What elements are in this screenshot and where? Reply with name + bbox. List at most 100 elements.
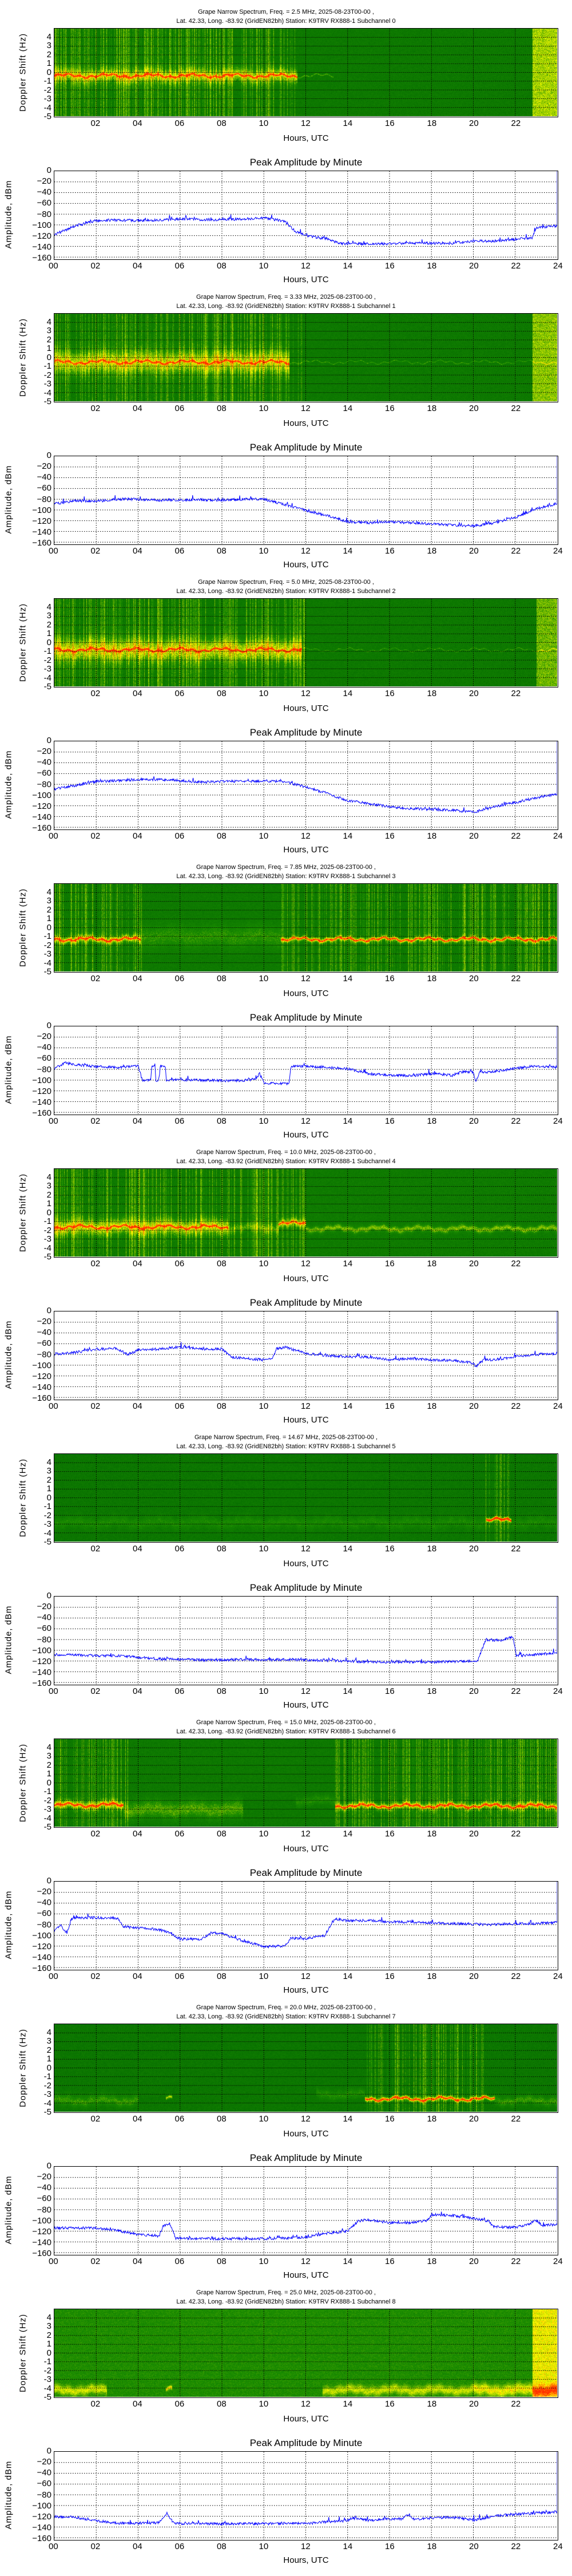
spectrogram-y-label: Doppler Shift (Hz) xyxy=(18,1173,28,1253)
spectrogram-y-tick: 4 xyxy=(46,317,51,327)
spectrogram-grid xyxy=(54,1169,557,1257)
spectrogram-y-tick: -5 xyxy=(43,1537,51,1547)
panel-section: Grape Narrow Spectrum, Freq. = 10.0 MHz,… xyxy=(0,1140,572,1425)
amplitude-y-tick: −40 xyxy=(37,757,51,768)
amplitude-y-tick: −60 xyxy=(37,483,51,493)
spectrogram-y-tick: 4 xyxy=(46,1457,51,1467)
spectrogram-x-tick: 22 xyxy=(511,1829,521,1839)
amplitude-x-tick: 06 xyxy=(174,261,185,271)
spectrogram-y-tick: 1 xyxy=(46,343,51,353)
amplitude-x-tick: 02 xyxy=(90,1971,101,1981)
spectrogram-y-tick: 0 xyxy=(46,352,51,362)
amplitude-x-tick: 16 xyxy=(385,2257,395,2266)
spectrogram-y-tick: -3 xyxy=(43,2089,51,2099)
spectrogram-x-tick: 20 xyxy=(469,1544,479,1554)
spectrogram-x-tick: 14 xyxy=(343,1829,353,1839)
spectrogram-y-label: Doppler Shift (Hz) xyxy=(18,2313,28,2393)
spectrogram-x-tick: 20 xyxy=(469,118,479,128)
spectrogram-y-tick: 0 xyxy=(46,2348,51,2358)
spectrogram-y-label: Doppler Shift (Hz) xyxy=(18,318,28,397)
spectrogram-y-tick: -3 xyxy=(43,949,51,959)
amplitude-x-tick: 08 xyxy=(217,831,227,841)
spectrogram-y-tick: 4 xyxy=(46,887,51,897)
amplitude-x-tick: 16 xyxy=(385,1971,395,1981)
spectrogram-y-tick: -1 xyxy=(43,76,51,86)
amplitude-y-tick: −120 xyxy=(32,1371,51,1381)
spectrogram-x-tick: 06 xyxy=(174,1259,185,1269)
amplitude-x-tick: 22 xyxy=(511,1686,521,1696)
spectrogram-y-tick: 0 xyxy=(46,1777,51,1788)
spectrogram-y-tick: -4 xyxy=(43,388,51,398)
amplitude-x-tick: 12 xyxy=(301,831,311,841)
amplitude-y-tick: −20 xyxy=(37,2172,51,2182)
spectrogram-y-tick: -2 xyxy=(43,2365,51,2376)
amplitude-y-tick: −140 xyxy=(32,2522,51,2532)
spectrogram-y-tick: 2 xyxy=(46,2045,51,2055)
amplitude-y-tick: −80 xyxy=(37,1349,51,1360)
amplitude-x-tick: 24 xyxy=(553,261,563,271)
amplitude-y-tick: 0 xyxy=(46,1306,51,1315)
amplitude-y-tick: −140 xyxy=(32,1382,51,1392)
spectrogram-y-label: Doppler Shift (Hz) xyxy=(18,1743,28,1823)
amplitude-x-tick: 08 xyxy=(217,2257,227,2266)
spectrogram-x-tick: 14 xyxy=(343,2399,353,2409)
amplitude-y-tick: −140 xyxy=(32,1952,51,1962)
spectrogram-x-tick: 02 xyxy=(90,974,101,983)
spectrogram-x-tick: 16 xyxy=(385,2399,395,2409)
spectrum-title-line-2: Lat. 42.33, Long. -83.92 (GridEN82bh) St… xyxy=(176,588,396,595)
amplitude-plot xyxy=(54,1597,557,1684)
amplitude-y-tick: −20 xyxy=(37,1602,51,1612)
amplitude-y-tick: −20 xyxy=(37,1317,51,1327)
spectrogram-y-tick: -4 xyxy=(43,102,51,113)
amplitude-x-tick: 12 xyxy=(301,2542,311,2551)
amplitude-y-tick: 0 xyxy=(46,736,51,745)
spectrogram-x-tick: 04 xyxy=(133,118,142,128)
amplitude-y-tick: −40 xyxy=(37,1042,51,1053)
spectrogram-y-tick: -1 xyxy=(43,2357,51,2366)
amplitude-x-tick: 00 xyxy=(49,261,58,271)
amplitude-x-tick: 14 xyxy=(343,831,353,841)
spectrogram-y-label: Doppler Shift (Hz) xyxy=(18,603,28,682)
amplitude-x-tick: 24 xyxy=(553,1401,563,1411)
amplitude-x-tick: 20 xyxy=(469,831,479,841)
amplitude-y-tick: −60 xyxy=(37,2479,51,2489)
amplitude-axes xyxy=(54,741,558,830)
panel-section: Grape Narrow Spectrum, Freq. = 14.67 MHz… xyxy=(0,1425,572,1710)
spectrogram-axes xyxy=(54,1739,558,1828)
amplitude-x-tick: 14 xyxy=(343,1971,353,1981)
spectrogram-y-tick: 1 xyxy=(46,629,51,638)
spectrogram-axes xyxy=(54,313,558,402)
amplitude-y-tick: 0 xyxy=(46,2161,51,2171)
spectrogram-y-tick: -2 xyxy=(43,1510,51,1520)
amplitude-y-tick: −160 xyxy=(32,1393,51,1404)
amplitude-x-tick: 22 xyxy=(511,831,521,841)
spectrogram-x-tick: 02 xyxy=(90,2114,101,2124)
spectrogram-y-tick: 1 xyxy=(46,1769,51,1779)
spectrogram-x-tick: 18 xyxy=(427,1259,437,1269)
spectrum-title-line-2: Lat. 42.33, Long. -83.92 (GridEN82bh) St… xyxy=(176,303,396,310)
amplitude-y-tick: −160 xyxy=(32,1963,51,1974)
spectrogram-x-label: Hours, UTC xyxy=(283,418,329,428)
amplitude-y-tick: −40 xyxy=(37,2468,51,2478)
amplitude-y-tick: −140 xyxy=(32,2237,51,2247)
amplitude-x-tick: 20 xyxy=(469,2542,479,2551)
amplitude-series-line xyxy=(54,1026,557,1086)
spectrogram-y-label: Doppler Shift (Hz) xyxy=(18,888,28,967)
amplitude-series-line xyxy=(54,2452,557,2526)
amplitude-x-tick: 20 xyxy=(469,1686,479,1696)
spectrogram-x-label: Hours, UTC xyxy=(283,1274,329,1283)
spectrogram-x-tick: 14 xyxy=(343,689,353,698)
spectrogram-x-tick: 12 xyxy=(301,118,311,128)
spectrum-title-line-2: Lat. 42.33, Long. -83.92 (GridEN82bh) St… xyxy=(176,1443,396,1450)
amplitude-y-tick: −20 xyxy=(37,2457,51,2467)
spectrogram-y-tick: 3 xyxy=(46,896,51,906)
amplitude-x-tick: 02 xyxy=(90,261,101,271)
amplitude-x-tick: 02 xyxy=(90,1686,101,1696)
amplitude-x-tick: 00 xyxy=(49,1116,58,1126)
amplitude-x-tick: 14 xyxy=(343,546,353,556)
spectrum-title-line-1: Grape Narrow Spectrum, Freq. = 25.0 MHz,… xyxy=(196,2289,376,2296)
amplitude-x-tick: 10 xyxy=(259,261,269,271)
spectrogram-y-tick: 4 xyxy=(46,602,51,612)
spectrogram-x-tick: 12 xyxy=(301,1544,311,1554)
amplitude-y-tick: −100 xyxy=(32,1930,51,1941)
